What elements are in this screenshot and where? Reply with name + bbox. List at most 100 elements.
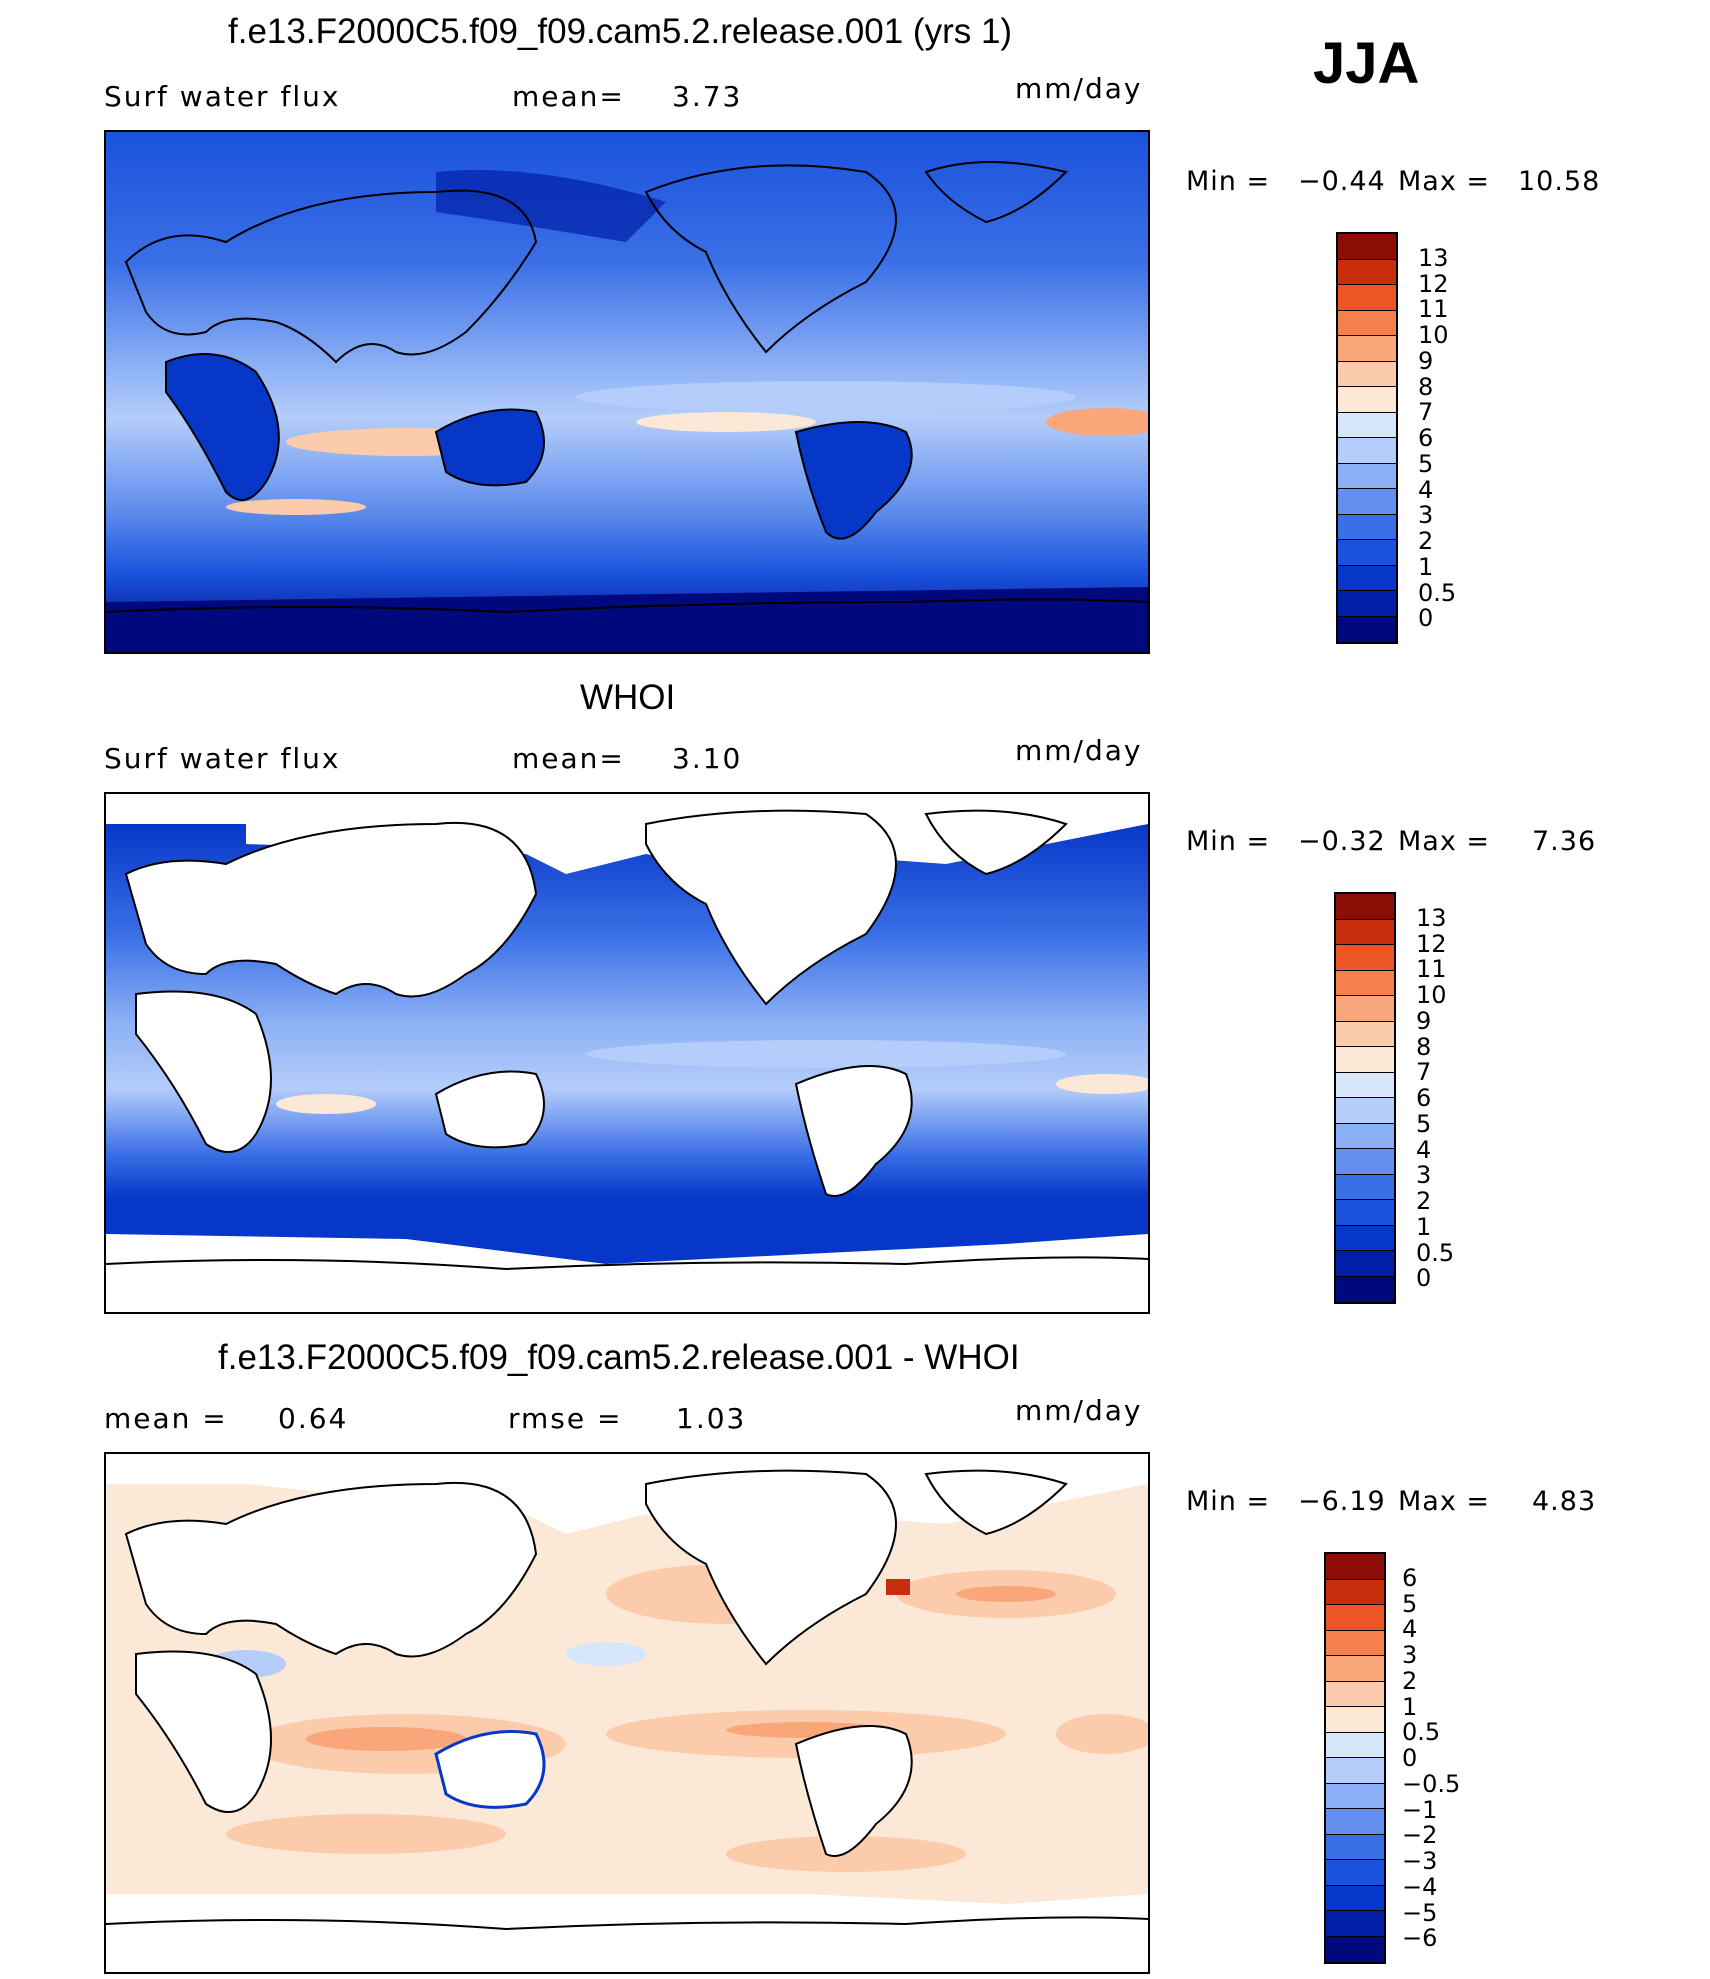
panel2-mean-label: mean= (512, 742, 625, 775)
colorbar-box (1326, 1681, 1384, 1707)
colorbar-tick-label: 4 (1402, 1615, 1418, 1644)
colorbar-box (1326, 1579, 1384, 1605)
colorbar-box (1326, 1783, 1384, 1809)
panel3-units: mm/day (1015, 1394, 1143, 1427)
colorbar-tick-label: 8 (1416, 1032, 1432, 1061)
colorbar-box (1326, 1936, 1384, 1962)
colorbar-box (1338, 336, 1396, 362)
colorbar-tick-label: 0.5 (1416, 1238, 1455, 1267)
panel2-title: WHOI (580, 678, 676, 717)
colorbar-box (1338, 616, 1396, 642)
colorbar-box (1338, 463, 1396, 489)
colorbar-tick-label: 10 (1418, 321, 1449, 349)
panel2-mean-value: 3.10 (672, 742, 743, 775)
colorbar-box (1338, 565, 1396, 591)
colorbar-box (1336, 1149, 1394, 1175)
colorbar-tick-label: 5 (1418, 449, 1434, 478)
colorbar-box (1338, 540, 1396, 566)
panel1-min-value: −0.44 (1298, 166, 1386, 197)
colorbar-box (1338, 412, 1396, 438)
colorbar-tick-label: 5 (1402, 1589, 1418, 1618)
colorbar-box (1338, 438, 1396, 464)
colorbar-box (1338, 361, 1396, 387)
colorbar-tick-label: 0 (1402, 1744, 1418, 1772)
colorbar-tick-label: 0 (1416, 1264, 1432, 1293)
panel3-map (104, 1452, 1150, 1974)
colorbar-box (1336, 970, 1394, 996)
panel1-field (106, 132, 1148, 652)
colorbar-tick-label: 12 (1418, 269, 1449, 298)
colorbar-tick-label: 11 (1418, 295, 1449, 324)
colorbar-box (1338, 310, 1396, 336)
colorbar-box (1326, 1809, 1384, 1835)
colorbar-tick-label: 6 (1416, 1084, 1432, 1112)
colorbar-tick-label: −2 (1402, 1821, 1438, 1850)
colorbar-box (1326, 1758, 1384, 1784)
colorbar-box (1326, 1605, 1384, 1631)
panel3-rmse-label: rmse = (508, 1402, 623, 1435)
colorbar-tick-label: 7 (1416, 1058, 1432, 1087)
colorbar-box (1338, 259, 1396, 285)
panel3-title: f.e13.F2000C5.f09_f09.cam5.2.release.001… (218, 1338, 1020, 1377)
colorbar-box (1336, 1098, 1394, 1124)
panel1-map (104, 130, 1150, 654)
panel2-map (104, 792, 1150, 1314)
colorbar-tick-label: 5 (1416, 1109, 1432, 1138)
colorbar-box (1326, 1860, 1384, 1886)
panel2-variable-label: Surf water flux (104, 742, 341, 775)
colorbar-tick-label: 6 (1418, 424, 1434, 452)
colorbar-tick-label: 9 (1418, 346, 1434, 375)
colorbar-tick-label: 11 (1416, 955, 1447, 984)
colorbar-box (1338, 387, 1396, 413)
colorbar-box (1326, 1554, 1384, 1580)
colorbar-box (1336, 1225, 1394, 1251)
colorbar-box (1326, 1656, 1384, 1682)
colorbar-box (1326, 1885, 1384, 1911)
panel1-max-value: 10.58 (1518, 166, 1601, 197)
colorbar-box (1336, 945, 1394, 971)
panel2-units: mm/day (1015, 734, 1143, 767)
colorbar-tick-label: 6 (1402, 1563, 1418, 1592)
colorbar-tick-label: 9 (1416, 1006, 1432, 1035)
panel2-colorbar (1334, 892, 1396, 1304)
colorbar-box (1336, 1072, 1394, 1098)
colorbar-box (1336, 996, 1394, 1022)
colorbar-tick-label: 1 (1418, 552, 1434, 581)
colorbar-box (1336, 919, 1394, 945)
colorbar-tick-label: 1 (1402, 1692, 1418, 1721)
panel2-min-label: Min = (1186, 826, 1271, 857)
panel3-rmse-value: 1.03 (676, 1402, 747, 1435)
colorbar-tick-label: 8 (1418, 372, 1434, 401)
colorbar-box (1336, 1021, 1394, 1047)
panel3-min-value: −6.19 (1298, 1486, 1386, 1517)
panel1-title: f.e13.F2000C5.f09_f09.cam5.2.release.001… (228, 12, 1013, 51)
panel2-max-value: 7.36 (1532, 826, 1597, 857)
panel1-units: mm/day (1015, 72, 1143, 105)
colorbar-tick-label: 0 (1418, 604, 1434, 633)
colorbar-tick-label: −1 (1402, 1795, 1438, 1824)
panel2-max-label: Max = (1398, 826, 1491, 857)
colorbar-box (1336, 1200, 1394, 1226)
colorbar-tick-label: 13 (1418, 243, 1449, 272)
panel1-variable-label: Surf water flux (104, 80, 341, 113)
colorbar-box (1336, 894, 1394, 920)
colorbar-tick-label: −4 (1402, 1872, 1438, 1901)
colorbar-box (1326, 1630, 1384, 1656)
colorbar-box (1336, 1047, 1394, 1073)
colorbar-tick-label: 4 (1418, 475, 1434, 504)
colorbar-box (1326, 1911, 1384, 1937)
panel2-field (106, 794, 1148, 1312)
colorbar-tick-label: −0.5 (1402, 1769, 1461, 1798)
panel3-min-label: Min = (1186, 1486, 1271, 1517)
colorbar-box (1336, 1251, 1394, 1277)
colorbar-box (1336, 1123, 1394, 1149)
season-label: JJA (1313, 31, 1420, 96)
colorbar-tick-label: 0.5 (1418, 578, 1457, 607)
panel3-max-value: 4.83 (1532, 1486, 1597, 1517)
panel3-mean-value: 0.64 (278, 1402, 349, 1435)
colorbar-tick-label: 3 (1418, 501, 1434, 530)
colorbar-box (1338, 285, 1396, 311)
colorbar-tick-label: 2 (1402, 1666, 1418, 1695)
colorbar-tick-label: 0.5 (1402, 1718, 1441, 1747)
panel1-mean-value: 3.73 (672, 80, 743, 113)
